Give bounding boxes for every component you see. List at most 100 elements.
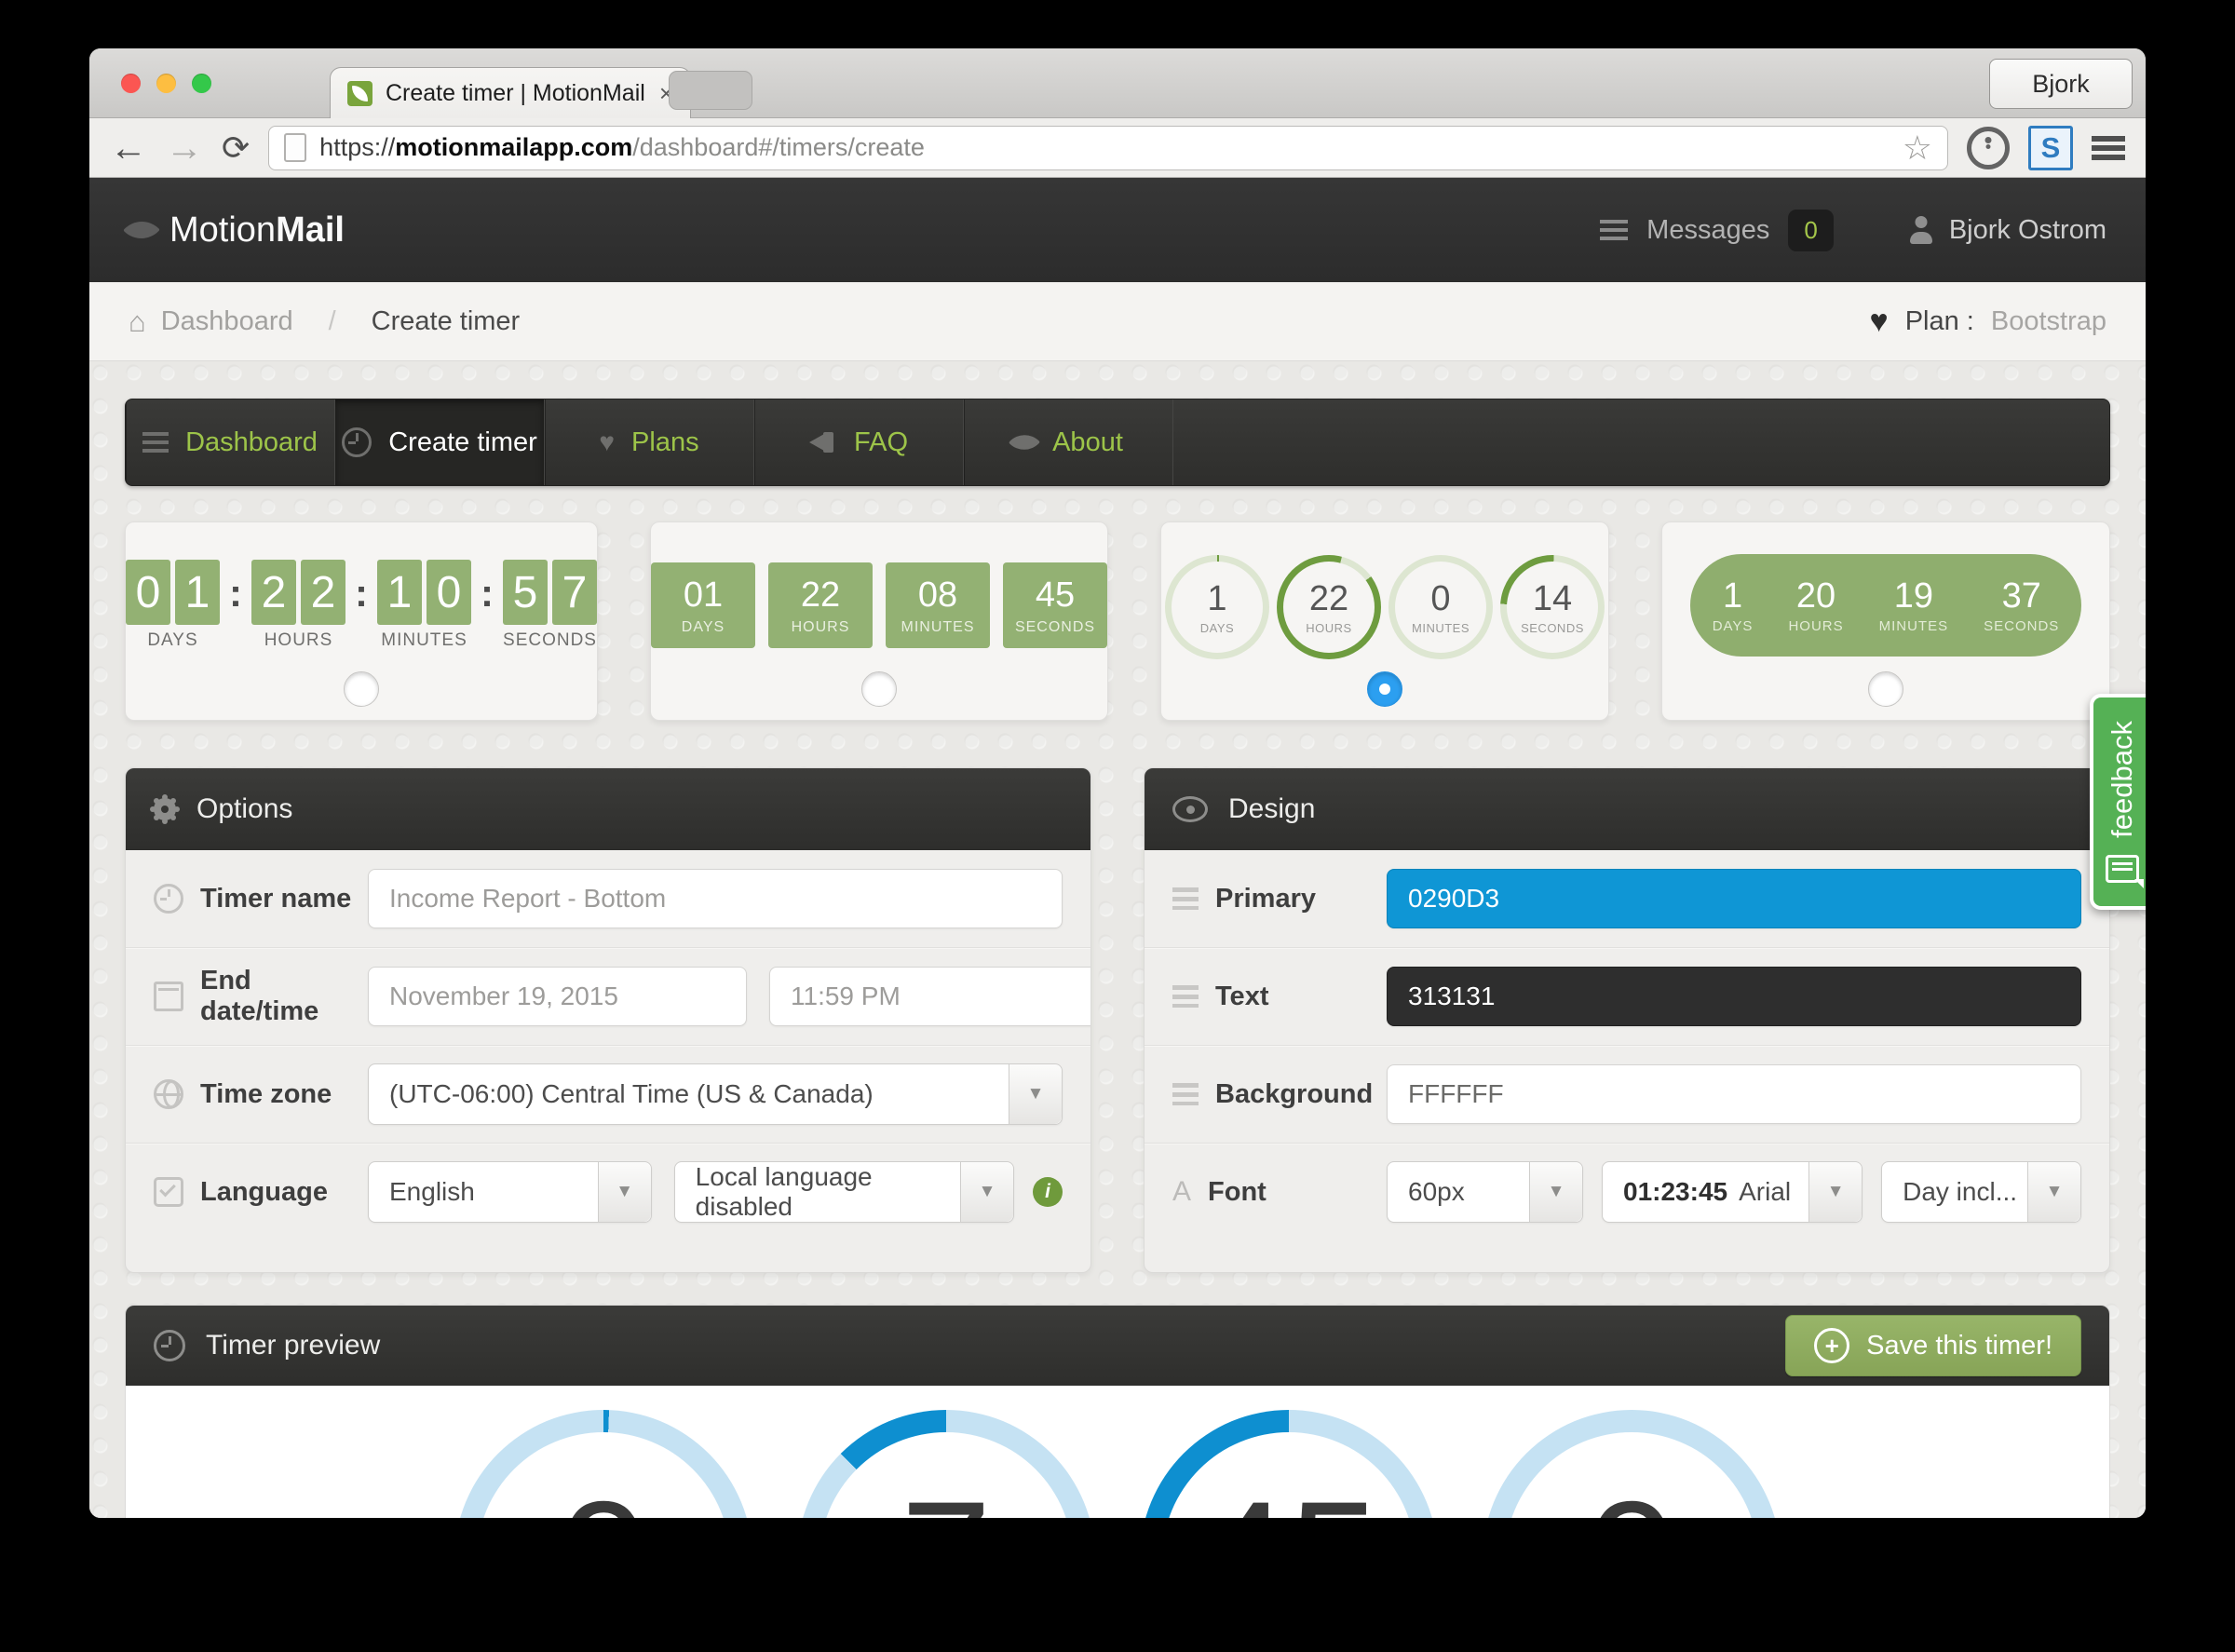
- user-menu[interactable]: Bjork Ostrom: [1908, 215, 2106, 246]
- timer-style-cards: 0 1 DAYS : 2 2 HOURS : 1 0 MINUTES : 5 7 SECONDS…: [125, 521, 2110, 721]
- gear-icon: [154, 798, 176, 820]
- tab-dashboard[interactable]: Dashboard: [126, 399, 335, 485]
- leaf-logo-icon: [123, 211, 160, 249]
- preview-circle-seconds: 0: [1483, 1410, 1781, 1518]
- breadcrumb-separator: /: [328, 305, 336, 336]
- timezone-row: Time zone (UTC-06:00) Central Time (US &…: [126, 1046, 1090, 1144]
- preview-circle-days: 0: [454, 1410, 752, 1518]
- browser-profile-button[interactable]: Bjork: [1989, 59, 2133, 109]
- clock-icon: [154, 884, 183, 914]
- timer-style-pill-card[interactable]: 1 DAYS 20 HOURS 19 MINUTES 37 SECONDS: [1661, 521, 2110, 721]
- close-window-button[interactable]: [121, 74, 141, 93]
- tab-title: Create timer | MotionMail: [386, 79, 645, 106]
- new-tab-button[interactable]: [669, 71, 752, 110]
- leaf-icon: [1009, 427, 1041, 458]
- page-icon: [284, 133, 307, 162]
- app-header: MotionMail Messages 0 Bjork Ostrom: [89, 178, 2146, 282]
- language-row: Language English ▼ Local language disabl…: [126, 1144, 1090, 1240]
- info-icon[interactable]: i: [1033, 1177, 1063, 1207]
- style-flip-radio[interactable]: [344, 671, 379, 707]
- tasks-icon: [1172, 887, 1199, 910]
- timer-preview-header: Timer preview + Save this timer!: [126, 1306, 2109, 1386]
- speech-bubble-icon: [2106, 854, 2144, 888]
- flip-timer-preview: 0 1 DAYS : 2 2 HOURS : 1 0 MINUTES : 5 7 SECONDS: [126, 560, 597, 651]
- style-pill-radio[interactable]: [1868, 671, 1903, 707]
- style-blocks-radio[interactable]: [861, 671, 897, 707]
- primary-color-row: Primary: [1145, 850, 2109, 948]
- plan-value: Bootstrap: [1990, 305, 2106, 336]
- url-text: https://motionmailapp.com/dashboard#/tim…: [319, 133, 925, 161]
- style-circles-radio[interactable]: [1367, 671, 1402, 707]
- local-language-select[interactable]: Local language disabled ▼: [673, 1161, 1014, 1223]
- end-date-input[interactable]: [368, 967, 747, 1026]
- end-datetime-row: End date/time: [126, 948, 1090, 1046]
- app: MotionMail Messages 0 Bjork Ostrom ⌂ Das…: [89, 178, 2146, 1518]
- zoom-window-button[interactable]: [192, 74, 211, 93]
- timezone-select[interactable]: (UTC-06:00) Central Time (US & Canada) ▼: [368, 1063, 1063, 1125]
- language-select[interactable]: English ▼: [368, 1161, 652, 1223]
- messages-icon: [1600, 220, 1629, 240]
- minimize-window-button[interactable]: [156, 74, 176, 93]
- browser-tab[interactable]: Create timer | MotionMail ×: [330, 67, 691, 118]
- chevron-down-icon: ▼: [960, 1162, 1013, 1222]
- breadcrumb-dashboard-link[interactable]: Dashboard: [160, 305, 293, 336]
- options-panel-header: Options: [126, 768, 1090, 850]
- blocks-timer-preview: 01 DAYS 22 HOURS 08 MINUTES 45 SECONDS: [651, 562, 1107, 648]
- primary-color-input[interactable]: [1387, 869, 2081, 928]
- save-timer-button[interactable]: + Save this timer!: [1785, 1315, 2081, 1376]
- timer-style-flip-card[interactable]: 0 1 DAYS : 2 2 HOURS : 1 0 MINUTES : 5 7 SECONDS: [125, 521, 598, 721]
- display-mode-select[interactable]: Day incl... ▼: [1881, 1161, 2081, 1223]
- messages-menu[interactable]: Messages 0: [1600, 209, 1834, 251]
- back-icon[interactable]: ←: [110, 127, 147, 169]
- url-bar[interactable]: https://motionmailapp.com/dashboard#/tim…: [268, 125, 1948, 170]
- heart-icon: ♥: [599, 427, 616, 456]
- password-extension-icon[interactable]: [1967, 126, 2010, 169]
- chevron-down-icon: ▼: [1009, 1064, 1062, 1124]
- circles-timer-preview: 1 DAYS 22 HOURS 0 MINUTES 14 SECONDS: [1165, 555, 1605, 659]
- dashboard-list-icon: [142, 432, 169, 453]
- user-name: Bjork Ostrom: [1948, 214, 2106, 245]
- timer-preview-body: 0 7 45 0: [126, 1386, 2109, 1518]
- bookmark-star-icon[interactable]: ☆: [1902, 128, 1932, 167]
- tab-create-timer[interactable]: Create timer: [335, 399, 545, 485]
- clock-icon: [154, 1330, 185, 1361]
- feedback-tab[interactable]: feedback: [2090, 694, 2146, 910]
- checkbox-icon: [154, 1177, 183, 1207]
- chevron-down-icon: ▼: [1808, 1162, 1862, 1222]
- plan-label: Plan :: [1904, 305, 1974, 336]
- tab-faq[interactable]: FAQ: [754, 399, 964, 485]
- tab-plans[interactable]: ♥ Plans: [545, 399, 754, 485]
- font-size-select[interactable]: 60px ▼: [1387, 1161, 1583, 1223]
- heart-icon: ♥: [1869, 304, 1889, 339]
- font-family-select[interactable]: 01:23:45 Arial ▼: [1602, 1161, 1863, 1223]
- font-icon: A: [1172, 1176, 1192, 1207]
- s-extension-icon[interactable]: S: [2028, 125, 2073, 170]
- timer-style-blocks-card[interactable]: 01 DAYS 22 HOURS 08 MINUTES 45 SECONDS: [650, 521, 1108, 721]
- design-panel-header: Design: [1145, 768, 2109, 850]
- forward-icon[interactable]: →: [166, 127, 203, 169]
- eye-icon: [1172, 796, 1208, 822]
- design-title: Design: [1228, 793, 1316, 824]
- feedback-label: feedback: [2106, 721, 2138, 838]
- motionmail-favicon-icon: [347, 80, 372, 106]
- megaphone-icon: [808, 430, 837, 454]
- text-color-input[interactable]: [1387, 967, 2081, 1026]
- plus-circle-icon: +: [1814, 1328, 1850, 1363]
- reload-icon[interactable]: ⟳: [222, 128, 251, 167]
- background-color-input[interactable]: [1387, 1064, 2081, 1124]
- timer-style-circles-card[interactable]: 1 DAYS 22 HOURS 0 MINUTES 14 SECONDS: [1160, 521, 1609, 721]
- chevron-down-icon: ▼: [1529, 1162, 1582, 1222]
- options-panel: Options Timer name End date/time Time zo…: [125, 767, 1091, 1273]
- tasks-icon: [1172, 985, 1199, 1008]
- timer-name-input[interactable]: [368, 869, 1063, 928]
- breadcrumb: ⌂ Dashboard / Create timer ♥ Plan : Boot…: [89, 282, 2146, 361]
- tab-about[interactable]: About: [964, 399, 1173, 485]
- timer-preview-title: Timer preview: [206, 1330, 381, 1361]
- text-color-row: Text: [1145, 948, 2109, 1046]
- user-icon: [1908, 216, 1934, 244]
- messages-count-badge: 0: [1788, 209, 1834, 251]
- browser-window: Create timer | MotionMail × Bjork ← → ⟳ …: [89, 48, 2146, 1518]
- browser-menu-icon[interactable]: [2092, 135, 2125, 160]
- end-time-input[interactable]: [769, 967, 1090, 1026]
- motionmail-logo[interactable]: MotionMail: [123, 210, 345, 251]
